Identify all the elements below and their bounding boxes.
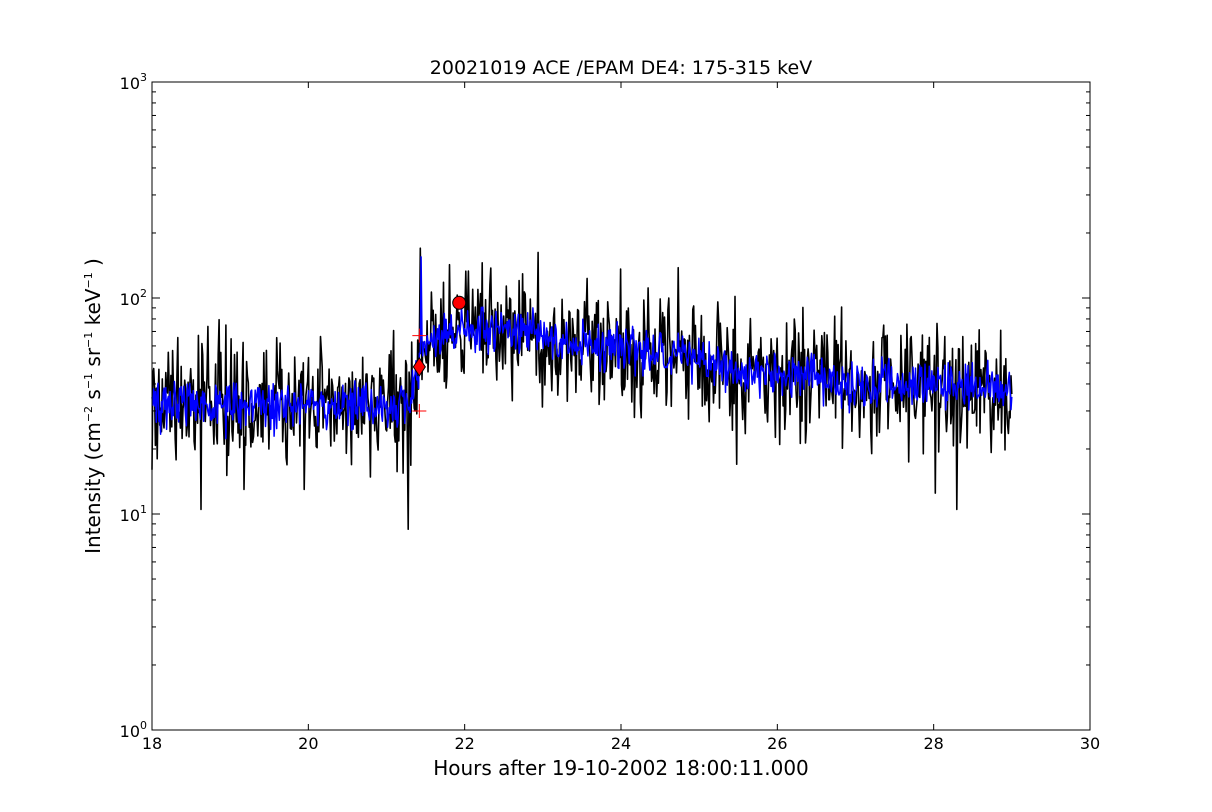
x-tick-label: 26 xyxy=(767,734,787,753)
series-line-smoothed xyxy=(151,256,1013,440)
marker-plus xyxy=(412,403,427,418)
marker-layer xyxy=(412,295,467,418)
x-tick-label: 20 xyxy=(298,734,318,753)
x-tick-label: 30 xyxy=(1080,734,1100,753)
marker-circle xyxy=(452,295,467,310)
y-tick-label: 103 xyxy=(120,71,147,93)
x-tick-label: 22 xyxy=(454,734,474,753)
x-axis-label: Hours after 19-10-2002 18:00:11.000 xyxy=(433,756,809,780)
chart-title: 20021019 ACE /EPAM DE4: 175-315 keV xyxy=(430,57,812,79)
y-tick-labels: 100 101 102 103 xyxy=(120,71,147,741)
y-axis-label: Intensity (cm−2 s−1 sr−1 keV−1 ) xyxy=(81,258,105,554)
marker-plus xyxy=(412,328,427,343)
y-tick-label: 100 xyxy=(120,719,147,741)
x-tick-label: 24 xyxy=(611,734,631,753)
x-tick-label: 18 xyxy=(142,734,162,753)
series-layer xyxy=(151,247,1013,531)
x-tick-labels: 18 20 22 24 26 28 30 xyxy=(142,734,1100,753)
tick-layer xyxy=(151,81,1091,731)
x-tick-label: 28 xyxy=(923,734,943,753)
y-tick-label: 101 xyxy=(120,503,147,525)
y-tick-label: 102 xyxy=(120,287,147,309)
marker-diamond xyxy=(412,356,426,377)
